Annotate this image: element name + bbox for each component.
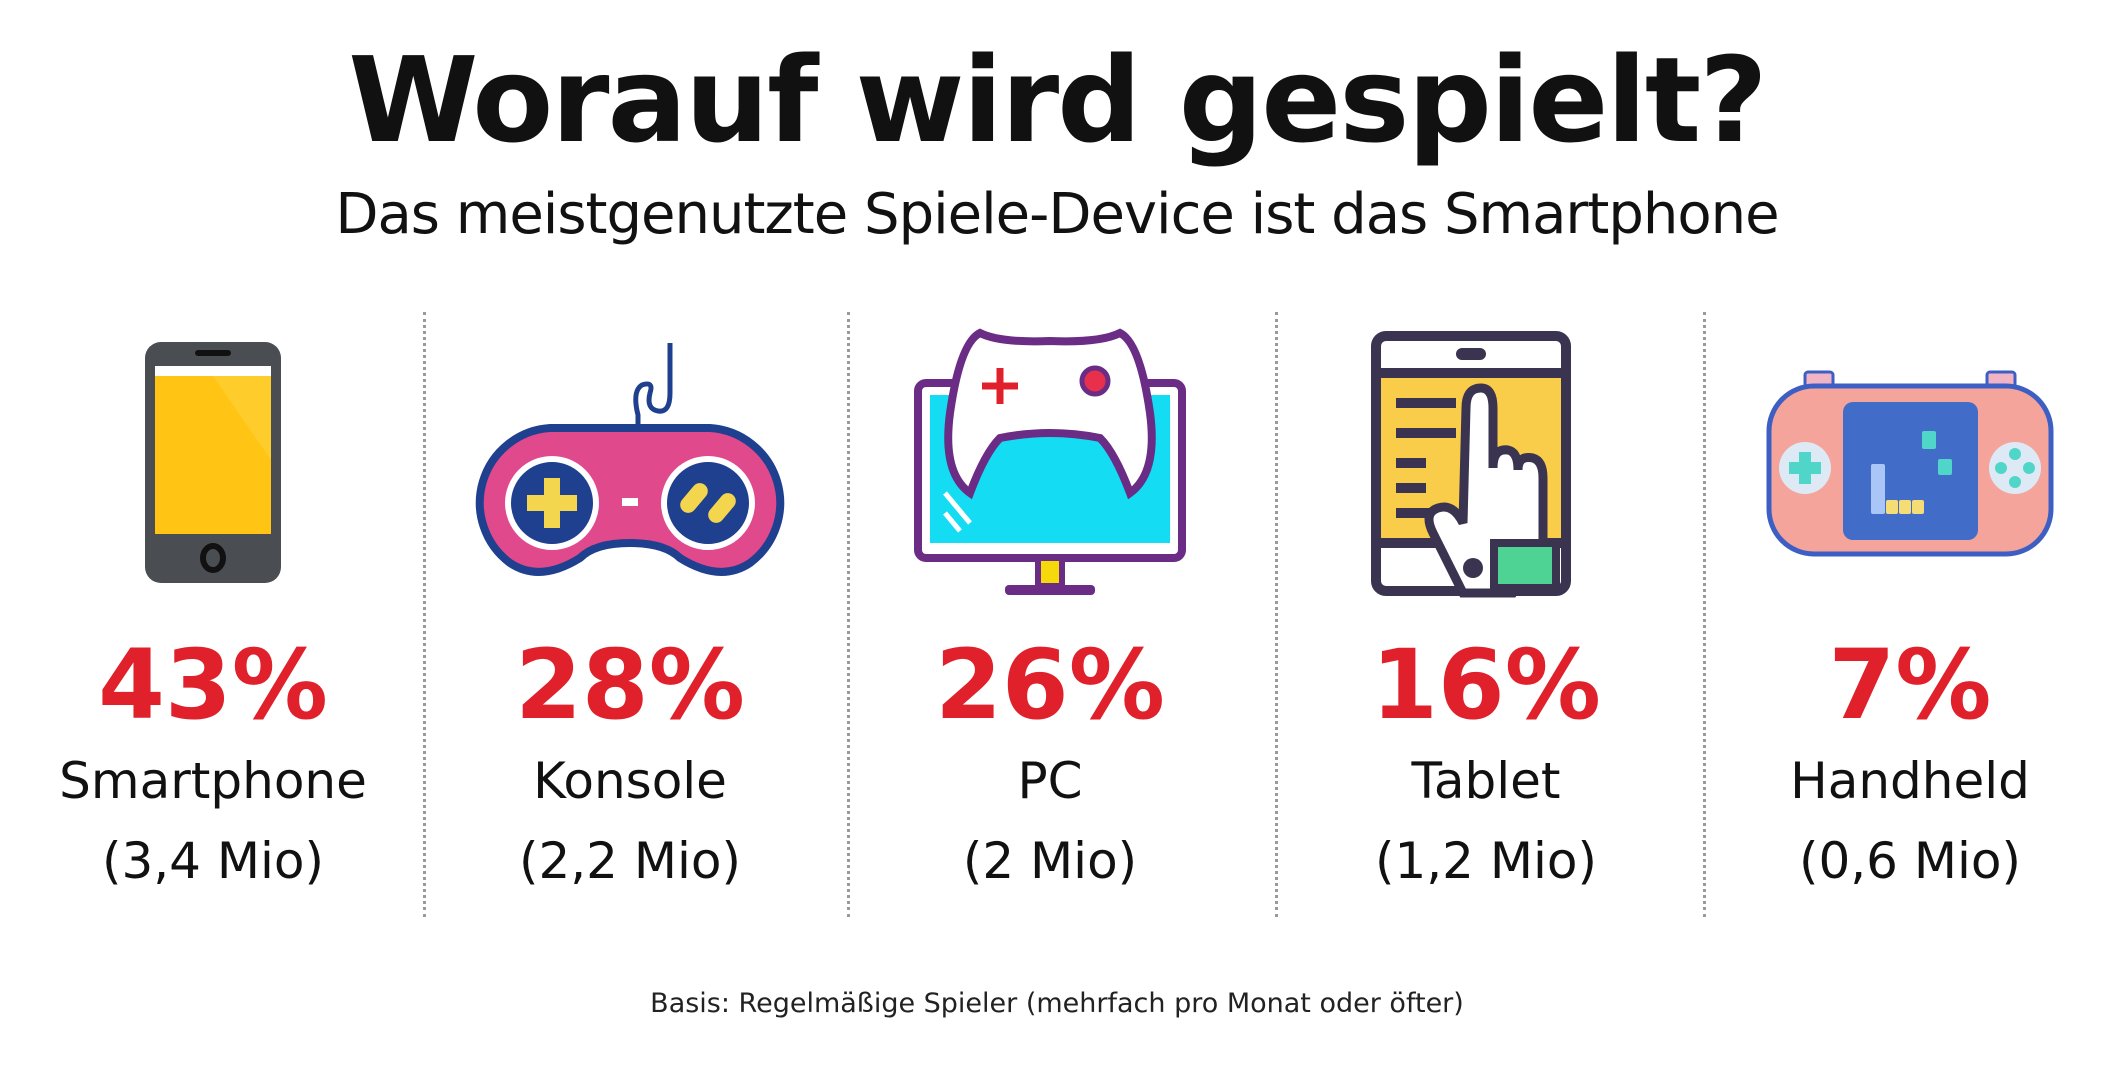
gamepad-icon <box>420 320 840 605</box>
divider <box>847 312 850 917</box>
handheld-console-icon <box>1700 320 2114 605</box>
page-subtitle: Das meistgenutzte Spiele-Device ist das … <box>335 182 1779 247</box>
device-pc: 26% PC (2 Mio) <box>840 320 1260 892</box>
player-count: (2,2 Mio) <box>518 832 742 890</box>
device-label: Smartphone <box>59 752 367 810</box>
percent-value: 43% <box>98 629 328 741</box>
tablet-hand-icon <box>1276 320 1696 605</box>
divider <box>423 312 426 917</box>
player-count: (2 Mio) <box>962 832 1138 890</box>
percent-value: 16% <box>1371 629 1601 741</box>
device-label: PC <box>1017 752 1083 810</box>
player-count: (3,4 Mio) <box>101 832 325 890</box>
device-smartphone: 43% Smartphone (3,4 Mio) <box>3 320 423 892</box>
percent-value: 26% <box>935 629 1165 741</box>
footnote: Basis: Regelmäßige Spieler (mehrfach pro… <box>650 988 1464 1019</box>
page-title: Worauf wird gespielt? <box>348 31 1767 169</box>
percent-value: 7% <box>1828 629 1992 741</box>
smartphone-icon <box>3 320 423 605</box>
device-label: Handheld <box>1790 752 2030 810</box>
device-handheld: 7% Handheld (0,6 Mio) <box>1700 320 2114 892</box>
device-label: Konsole <box>533 752 727 810</box>
device-label: Tablet <box>1411 752 1561 810</box>
percent-value: 28% <box>515 629 745 741</box>
device-konsole: 28% Konsole (2,2 Mio) <box>420 320 840 892</box>
device-tablet: 16% Tablet (1,2 Mio) <box>1276 320 1696 892</box>
divider <box>1703 312 1706 917</box>
divider <box>1275 312 1278 917</box>
player-count: (1,2 Mio) <box>1374 832 1598 890</box>
player-count: (0,6 Mio) <box>1798 832 2022 890</box>
pc-monitor-icon <box>840 320 1260 605</box>
